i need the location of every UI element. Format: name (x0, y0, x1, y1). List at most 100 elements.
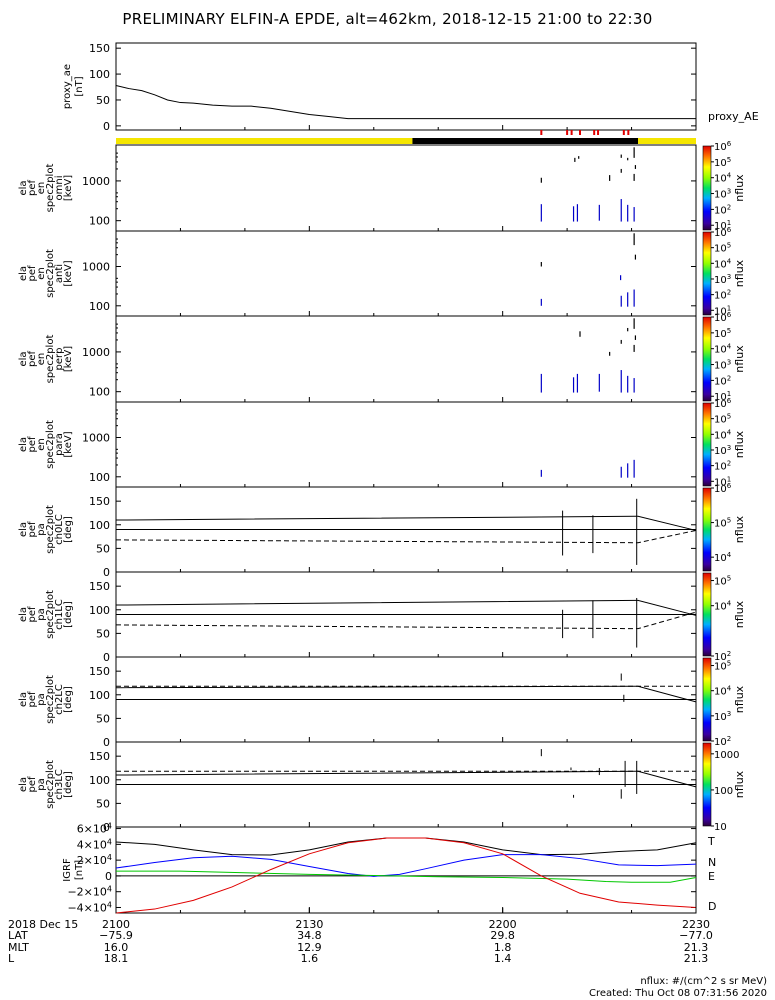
xaxis-l-value: 1.6 (301, 952, 319, 965)
ch0LC-ylabel-line: [deg] (63, 516, 74, 543)
anti-ylabel-line: ela (18, 266, 29, 281)
igrf-series-N (115, 854, 697, 877)
proxy-ae-ylabel-line: proxy_ae (62, 64, 73, 109)
flag-red-mark (566, 130, 569, 135)
ch3LC-ylabel-line: [deg] (63, 771, 74, 798)
ch2LC-ylabel-line: ela (18, 692, 29, 707)
ch1LC-colorbar-title: nflux (733, 600, 746, 628)
ch0LC-ylabel-line: ela (18, 522, 29, 537)
footer-created: Created: Thu Oct 08 07:31:56 2020 (589, 988, 767, 999)
ch2LC-colorbar (702, 657, 712, 742)
anti-ylabel-line: spec2plot (45, 249, 56, 298)
ch1LC-ytick-label: 100 (89, 604, 110, 617)
anti-ytick-label: 1000 (82, 260, 110, 273)
proxy-ae-ytick-label: 100 (89, 68, 110, 81)
para-frame (115, 401, 697, 488)
ch2LC-ylabel-line: pa (36, 693, 47, 705)
ch3LC-colorbar (702, 742, 712, 827)
flag-red-mark (570, 130, 573, 135)
ch0LC-ylabel-line: ch0LC (54, 514, 65, 545)
proxy-ae-ytick-label: 50 (96, 94, 110, 107)
ch3LC-ylabel-line: spec2plot (45, 760, 56, 809)
flag-red-mark (540, 130, 543, 135)
omni-ylabel-line: spec2plot (45, 164, 56, 213)
igrf-ytick-label: 0 (105, 870, 112, 883)
ch2LC-colorbar-label: 105 (714, 660, 731, 673)
ch1LC-ylabel-line: pa (36, 608, 47, 620)
igrf-ylabel-line: IGRF (62, 858, 73, 882)
perp-colorbar-label: 103 (714, 359, 731, 372)
anti-ytick-label: 100 (89, 300, 110, 313)
ch0LC-colorbar-label: 105 (714, 517, 731, 530)
perp-ytick-label: 100 (89, 386, 110, 399)
omni-colorbar-title: nflux (733, 174, 746, 202)
flag-red-mark (627, 130, 630, 135)
ch0LC-ytick-label: 100 (89, 519, 110, 532)
xaxis-lat-value: 34.8 (297, 929, 322, 942)
flag-segment-yellow (638, 138, 696, 144)
ch1LC-ytick-label: 50 (96, 627, 110, 640)
xaxis-lat-value: 29.8 (490, 929, 515, 942)
omni-ylabel-line: en (36, 182, 47, 195)
xaxis-l-value: 18.1 (104, 952, 129, 965)
ch3LC-ylabel-line: ela (18, 777, 29, 792)
omni-ylabel-line: [keV] (63, 175, 74, 201)
ch1LC-colorbar-label: 102 (714, 650, 731, 663)
ch1LC-ylabel-line: pef (27, 606, 38, 623)
xaxis-lat-value: −77.0 (679, 929, 713, 942)
para-ylabel-line: ela (18, 437, 29, 452)
perp-ylabel-line: spec2plot (45, 335, 56, 384)
anti-ylabel-line: anti (54, 264, 65, 283)
igrf-legend-N: N (708, 856, 716, 869)
omni-colorbar-label: 104 (714, 172, 732, 185)
proxy-ae-line (115, 84, 696, 120)
para-ytick-label: 1000 (82, 431, 110, 444)
ch2LC-ylabel-line: spec2plot (45, 675, 56, 724)
ch2LC-ylabel-line: pef (27, 691, 38, 708)
igrf-legend-E: E (708, 870, 715, 883)
page-title: PRELIMINARY ELFIN-A EPDE, alt=462km, 201… (122, 10, 653, 28)
para-ylabel-line: para (54, 433, 65, 456)
perp-ylabel-line: pef (27, 351, 38, 368)
ch2LC-ytick-label: 50 (96, 712, 110, 725)
proxy-ae-frame (115, 42, 697, 131)
omni-colorbar-label: 102 (714, 203, 731, 216)
ch0LC-colorbar-title: nflux (733, 515, 746, 543)
igrf-ytick-label: 2×104 (77, 853, 112, 867)
ch3LC-ytick-label: 100 (89, 774, 110, 787)
anti-colorbar-label: 102 (714, 289, 731, 302)
ch2LC-colorbar-label: 104 (714, 685, 732, 698)
para-ylabel-line: en (36, 438, 47, 451)
xaxis-mlt-value: 12.9 (297, 941, 322, 954)
perp-ylabel-line: [keV] (63, 346, 74, 372)
para-colorbar (702, 402, 712, 487)
ch0LC-colorbar-label: 106 (714, 482, 732, 495)
ch1LC-anti-loss-cone-line (115, 611, 697, 630)
perp-ylabel-line: ela (18, 351, 29, 366)
igrf-series-T (115, 837, 697, 856)
igrf-ytick-label: 6×104 (77, 822, 112, 836)
perp-colorbar-title: nflux (733, 345, 746, 373)
ch0LC-ylabel-line: spec2plot (45, 505, 56, 554)
ch1LC-colorbar (702, 572, 712, 657)
xaxis-label-value: 2130 (295, 918, 323, 931)
omni-ylabel-line: pef (27, 180, 38, 197)
perp-colorbar-label: 106 (714, 311, 732, 324)
anti-colorbar-label: 103 (714, 273, 731, 286)
xaxis-l-value: 1.4 (494, 952, 512, 965)
omni-colorbar-label: 101 (714, 219, 731, 232)
flag-red-mark (579, 130, 581, 135)
ch1LC-ytick-label: 0 (103, 651, 110, 664)
xaxis-label-value: 2230 (682, 918, 710, 931)
xaxis-row-label-l: L (8, 952, 15, 965)
perp-frame (115, 315, 697, 403)
ch2LC-colorbar-label: 102 (714, 735, 731, 748)
ch2LC-ytick-label: 100 (89, 689, 110, 702)
para-colorbar-label: 106 (714, 397, 732, 410)
ch1LC-ylabel-line: ch1LC (54, 599, 65, 630)
ch1LC-ylabel-line: spec2plot (45, 590, 56, 639)
ch3LC-ylabel-line: pa (36, 778, 47, 790)
xaxis-row-label-lat: LAT (8, 929, 28, 942)
omni-colorbar-label: 106 (714, 140, 732, 153)
